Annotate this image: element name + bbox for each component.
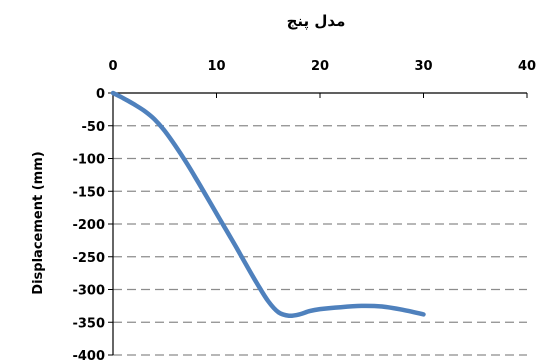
- x-tick-label: 0: [108, 59, 117, 74]
- y-axis: 0 -50 -100 -150 -200 -250 -300 -350 -400: [72, 87, 114, 363]
- y-tick-label: -200: [72, 218, 105, 233]
- x-tick-label: 20: [311, 59, 329, 74]
- chart-title: مدل پنج: [287, 12, 346, 31]
- y-tick-label: -300: [72, 284, 105, 299]
- x-tick-label: 40: [518, 59, 536, 74]
- y-tick-label: -250: [72, 251, 105, 266]
- y-tick-label: 0: [96, 87, 105, 102]
- series-group: [110, 90, 426, 319]
- y-axis-label: Displacement (mm): [31, 151, 46, 294]
- y-tick-label: -350: [72, 316, 105, 331]
- x-axis: 0 10 20 30 40: [108, 59, 536, 98]
- y-tick-label: -400: [72, 349, 105, 363]
- grid-lines: [113, 125, 527, 356]
- y-tick-label: -50: [82, 120, 106, 135]
- x-tick-label: 30: [414, 59, 432, 74]
- series-line: [110, 90, 426, 319]
- x-tick-label: 10: [207, 59, 225, 74]
- y-tick-label: -100: [72, 153, 105, 168]
- y-tick-label: -150: [72, 185, 105, 200]
